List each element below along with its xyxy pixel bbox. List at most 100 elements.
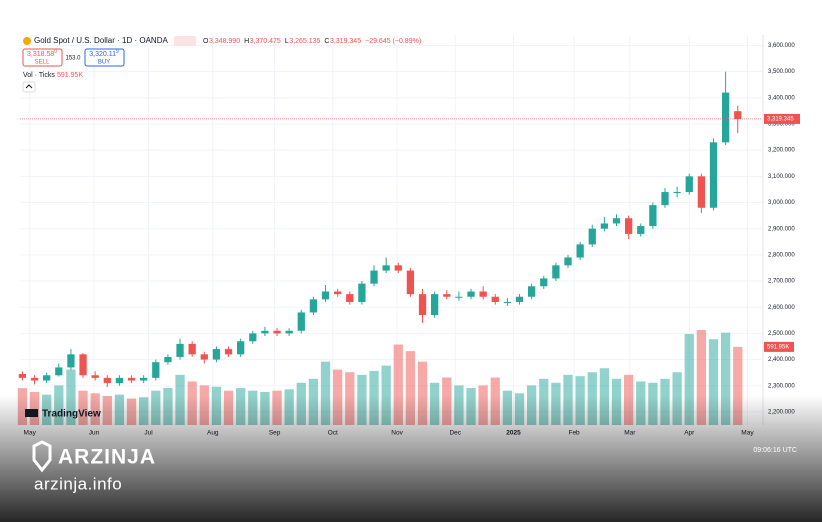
candle-body [540, 278, 548, 287]
candle-body [467, 291, 475, 297]
candle-body [127, 377, 136, 381]
buy-price-main: 3,320.11 [89, 51, 116, 58]
buy-label: BUY [98, 60, 110, 66]
watermark: ARZINJA [58, 446, 156, 469]
brand: TradingView [42, 409, 101, 420]
candle-body [721, 92, 730, 143]
brand-logo [25, 409, 38, 417]
candle-body [334, 291, 342, 295]
candle-body [103, 377, 111, 384]
y-tick-label: 2,300.000 [768, 383, 795, 389]
ohlc-value: 3,319.345 [330, 38, 361, 45]
volume-bar [320, 361, 331, 425]
candle-body [612, 218, 621, 224]
y-tick-label: 2,500.000 [768, 331, 795, 337]
clock: 09:06:16 UTC [753, 447, 797, 454]
candle-body [55, 367, 63, 376]
candle-body [18, 373, 27, 378]
candle-body [237, 341, 245, 355]
candle-body [91, 375, 99, 378]
ohlc-value: O [203, 38, 209, 45]
y-tick-label: 2,900.000 [768, 226, 795, 232]
buy-price-sup: 9 [116, 49, 119, 55]
candle-body [503, 301, 512, 303]
y-tick-label: 2,700.000 [768, 279, 795, 285]
spread: 153.0 [65, 56, 81, 62]
candle-body [224, 349, 233, 355]
sell-label: SELL [35, 60, 50, 66]
candle-body [358, 283, 366, 302]
y-tick-label: 2,600.000 [768, 305, 795, 311]
y-tick-label: 3,000.000 [768, 200, 795, 206]
candle-body [297, 312, 305, 331]
candle-body [285, 330, 293, 334]
y-tick-label: 3,600.000 [768, 43, 795, 49]
price-tag-label: 3,319.345 [767, 117, 794, 123]
candle-body [431, 294, 439, 316]
candle-body [200, 354, 208, 360]
candle-body [491, 296, 499, 302]
volume-bar [417, 361, 428, 425]
candle-body [249, 333, 257, 342]
volume-bar [405, 351, 416, 425]
watermark-url: arzinja.info [34, 474, 122, 493]
candle-body [576, 244, 584, 258]
candle-body [406, 270, 415, 295]
buy-button[interactable] [84, 48, 125, 67]
candle-body [528, 286, 536, 297]
candle-body [709, 142, 718, 208]
candle-body [685, 176, 693, 193]
candle-body [30, 377, 39, 381]
candle-body [479, 291, 487, 297]
sell-price-sup: 0 [54, 49, 57, 55]
ohlc-value: C [324, 38, 329, 45]
y-tick-label: 2,400.000 [768, 357, 795, 363]
candle-body [346, 294, 354, 302]
candle-body [661, 192, 669, 206]
collapse-button[interactable] [22, 81, 36, 93]
volume-bar [684, 333, 694, 425]
ohlc-value: 3,370.475 [250, 38, 281, 45]
candle-body [552, 265, 560, 279]
ohlc-value: L [285, 38, 289, 45]
y-tick-label: 3,500.000 [768, 69, 795, 75]
volume-tag-label: 591.95K [767, 344, 789, 350]
candle-body [455, 296, 463, 298]
ohlc-value: 3,265.135 [289, 38, 320, 45]
candle-body [261, 330, 269, 334]
symbol-icon [23, 37, 31, 45]
candle-body [212, 349, 221, 360]
candle-body [588, 228, 596, 245]
candle-body [370, 270, 378, 284]
y-tick-label: 3,300.000 [768, 122, 795, 128]
volume-bar [708, 339, 719, 425]
volume-title: Vol · Ticks [23, 72, 55, 79]
volume-bar [696, 330, 707, 425]
candle-body [152, 362, 160, 378]
candle-body [67, 354, 75, 368]
candle-body [188, 343, 196, 355]
candle-body [273, 330, 281, 334]
ohlc-value: −29.645 (−0.89%) [365, 38, 421, 45]
candle-body [309, 299, 318, 313]
candle-body [637, 226, 645, 234]
candle-body [140, 377, 148, 381]
y-tick-label: 3,400.000 [768, 95, 795, 101]
sell-price-main: 3,318.58 [27, 51, 54, 58]
ohlc-value: H [244, 38, 249, 45]
candle-body [600, 223, 609, 229]
candle-body [394, 265, 402, 271]
sell-button[interactable] [22, 48, 63, 67]
ohlc-value: 3,348.990 [209, 38, 240, 45]
candle-body [115, 377, 124, 384]
candle-body [176, 343, 184, 357]
candle-body [624, 218, 633, 234]
price-tag [764, 113, 800, 124]
candle-body [673, 192, 681, 194]
sell-price: 3,318.580 [27, 49, 57, 58]
candle-body [382, 265, 390, 271]
volume-bar [393, 344, 403, 425]
candle-body [697, 176, 706, 208]
